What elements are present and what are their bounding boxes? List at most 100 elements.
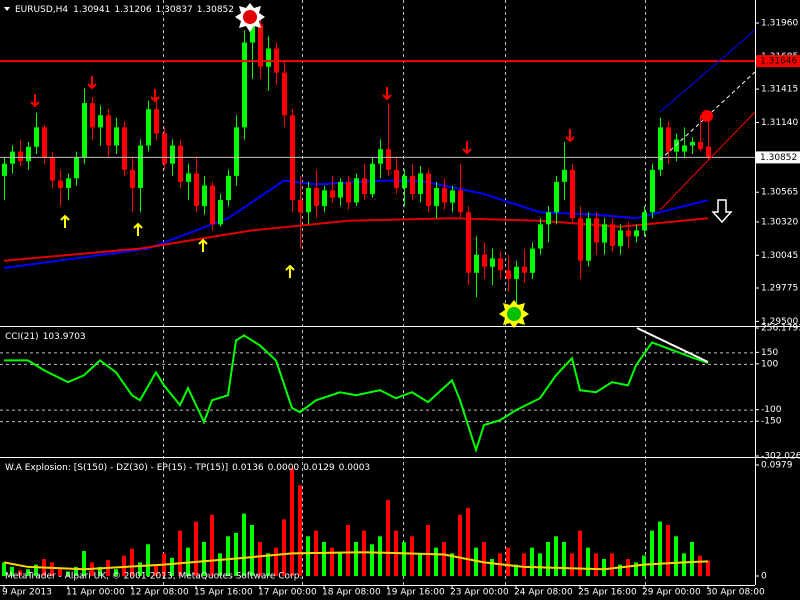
y-tick-label: 1.31960 [761, 19, 798, 29]
candle-body [314, 187, 319, 207]
period-separators [163, 0, 646, 585]
y-tick-label: 1.30320 [761, 217, 798, 227]
candle-body [282, 72, 287, 116]
candle-body [242, 42, 247, 128]
histogram-bar [194, 521, 198, 576]
candle-body [74, 157, 79, 179]
histogram-bar [642, 555, 646, 576]
candle-body [98, 115, 103, 128]
candle-body [42, 127, 47, 158]
cci-header: CCI(21) 103.9703 [5, 332, 86, 342]
histogram-bar [554, 536, 558, 576]
open: 1.30941 [73, 5, 110, 15]
candle-body [634, 230, 639, 237]
y-tick-label: 0 [761, 572, 767, 582]
candle-body [706, 146, 711, 158]
price-label-box [756, 151, 800, 164]
x-tick-label: 30 Apr 08:00 [706, 588, 765, 598]
histogram-bar [242, 513, 246, 576]
histogram-bar [178, 530, 182, 576]
x-tick-label: 18 Apr 08:00 [322, 588, 381, 598]
price-label: 1.30852 [760, 153, 797, 163]
histogram-bar [602, 558, 606, 576]
close: 1.30852 [197, 5, 234, 15]
candle-body [490, 258, 495, 267]
x-tick-label: 29 Apr 00:00 [642, 588, 701, 598]
histogram-bar [10, 566, 14, 576]
histogram-bar [378, 536, 382, 576]
histogram-bar [506, 547, 510, 576]
histogram-bar [114, 569, 118, 576]
histogram-bar [346, 524, 350, 576]
histogram-bar [490, 558, 494, 576]
candle-body [82, 103, 87, 158]
candle-body [586, 218, 591, 261]
wa-header: W.A Explosion: [S(150) - DZ(30) - EP(15)… [5, 463, 370, 473]
candle-body [570, 169, 575, 219]
candle-body [122, 127, 127, 170]
histogram-bar [290, 468, 294, 576]
y-tick-label: 1.31140 [761, 118, 798, 128]
candle-body [466, 212, 471, 273]
candle-body [530, 248, 535, 273]
candle-body [618, 230, 623, 247]
histogram-bar [218, 553, 222, 576]
x-tick-label: 19 Apr 16:00 [386, 588, 445, 598]
candle-body [402, 175, 407, 188]
histogram-bar [250, 524, 254, 576]
channel [659, 29, 756, 224]
histogram-bar [330, 547, 334, 576]
y-tick-label: -302.0264 [761, 452, 800, 462]
x-tick-label: 24 Apr 08:00 [514, 588, 573, 598]
symbol-header: EURUSD,H4 1.30941 1.31206 1.30837 1.30852 [15, 5, 234, 15]
candle-body [26, 146, 31, 162]
menu-triangle [4, 7, 10, 11]
candle-body [154, 109, 159, 134]
candle-body [690, 141, 695, 146]
y-tick-label: 150 [761, 348, 778, 358]
candle-body [362, 178, 367, 195]
candle-body [170, 145, 175, 164]
histogram-bar [418, 553, 422, 576]
histogram-bar [466, 507, 470, 576]
candle-body [354, 178, 359, 203]
candle-body [66, 178, 71, 188]
x-tick-label: 25 Apr 16:00 [578, 588, 637, 598]
wa-reading: 0.0003 [339, 463, 371, 473]
histogram-bar [514, 564, 518, 576]
candle-body [450, 190, 455, 203]
symbol: EURUSD,H4 [15, 5, 68, 15]
candle-body [378, 149, 383, 164]
y-tick-label: 1.31415 [761, 85, 798, 95]
candle-body [306, 187, 311, 213]
candle-body [58, 180, 63, 188]
candle-body [210, 185, 215, 225]
candle-body [202, 185, 207, 207]
histogram-bar [370, 544, 374, 576]
y-tick-label: 1.30565 [761, 188, 798, 198]
histogram-bar [666, 524, 670, 576]
histogram-bar [410, 536, 414, 576]
candle-body [562, 169, 567, 182]
cci-title: CCI(21) [5, 332, 39, 342]
candle-body [682, 145, 687, 152]
candle-body [90, 103, 95, 128]
cci-line [4, 334, 709, 454]
histogram-bar [2, 562, 6, 576]
y-tick-label: 1.29775 [761, 284, 798, 294]
low: 1.30837 [156, 5, 193, 15]
histogram-bar [562, 541, 566, 576]
candle-body [370, 163, 375, 195]
histogram-bar [18, 570, 22, 576]
candle-body [642, 212, 647, 231]
candle-body [178, 145, 183, 182]
buy-arrows [60, 214, 295, 278]
candle-body [338, 181, 343, 198]
histogram-bar [354, 541, 358, 576]
cci-trendline [636, 327, 709, 363]
candle-body [106, 115, 111, 146]
candle-body [554, 181, 559, 213]
candle-body [498, 258, 503, 271]
